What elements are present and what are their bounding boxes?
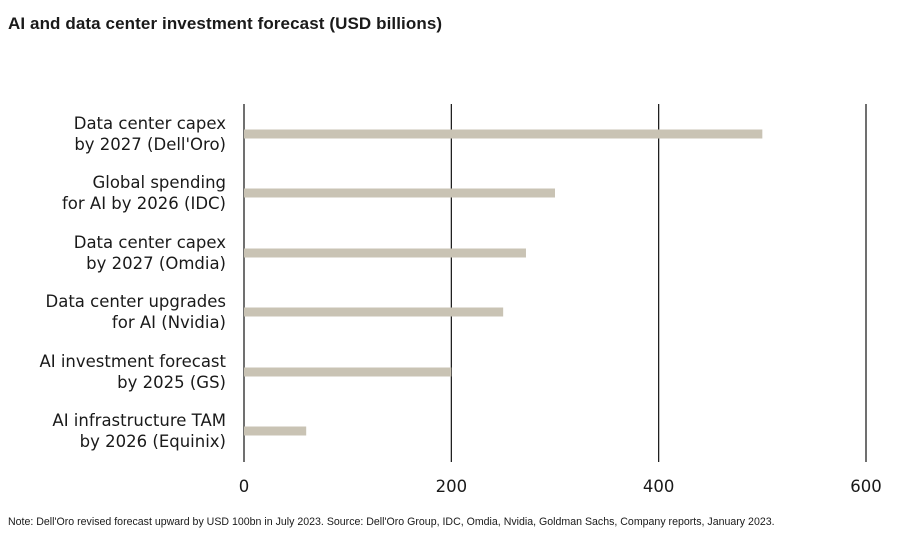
category-label-3: Data center upgrades for AI (Nvidia) <box>46 292 227 332</box>
bar-1 <box>244 188 555 198</box>
x-axis-tick-labels: 0 200 400 600 <box>239 477 882 496</box>
bar-2 <box>244 248 526 258</box>
x-tick-label-400: 400 <box>643 477 675 496</box>
bars <box>244 129 763 436</box>
x-tick-label-600: 600 <box>850 477 882 496</box>
category-label-0: Data center capex by 2027 (Dell'Oro) <box>74 114 226 154</box>
x-tick-label-200: 200 <box>436 477 468 496</box>
category-label-4: AI investment forecast by 2025 (GS) <box>39 352 226 392</box>
bar-4 <box>244 367 452 377</box>
bar-3 <box>244 307 504 317</box>
gridlines <box>243 104 867 462</box>
category-label-1: Global spending for AI by 2026 (IDC) <box>62 173 226 213</box>
bar-0 <box>244 129 763 139</box>
category-label-2: Data center capex by 2027 (Omdia) <box>74 233 226 273</box>
x-tick-label-0: 0 <box>239 477 250 496</box>
category-label-5: AI infrastructure TAM by 2026 (Equinix) <box>52 411 226 451</box>
bar-5 <box>244 426 307 436</box>
chart-note: Note: Dell'Oro revised forecast upward b… <box>8 516 775 528</box>
chart-title: AI and data center investment forecast (… <box>8 14 443 33</box>
category-labels: Data center capex by 2027 (Dell'Oro) Globa… <box>39 114 226 451</box>
